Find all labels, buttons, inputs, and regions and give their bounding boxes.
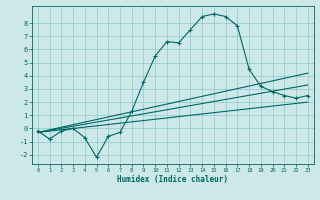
- X-axis label: Humidex (Indice chaleur): Humidex (Indice chaleur): [117, 175, 228, 184]
